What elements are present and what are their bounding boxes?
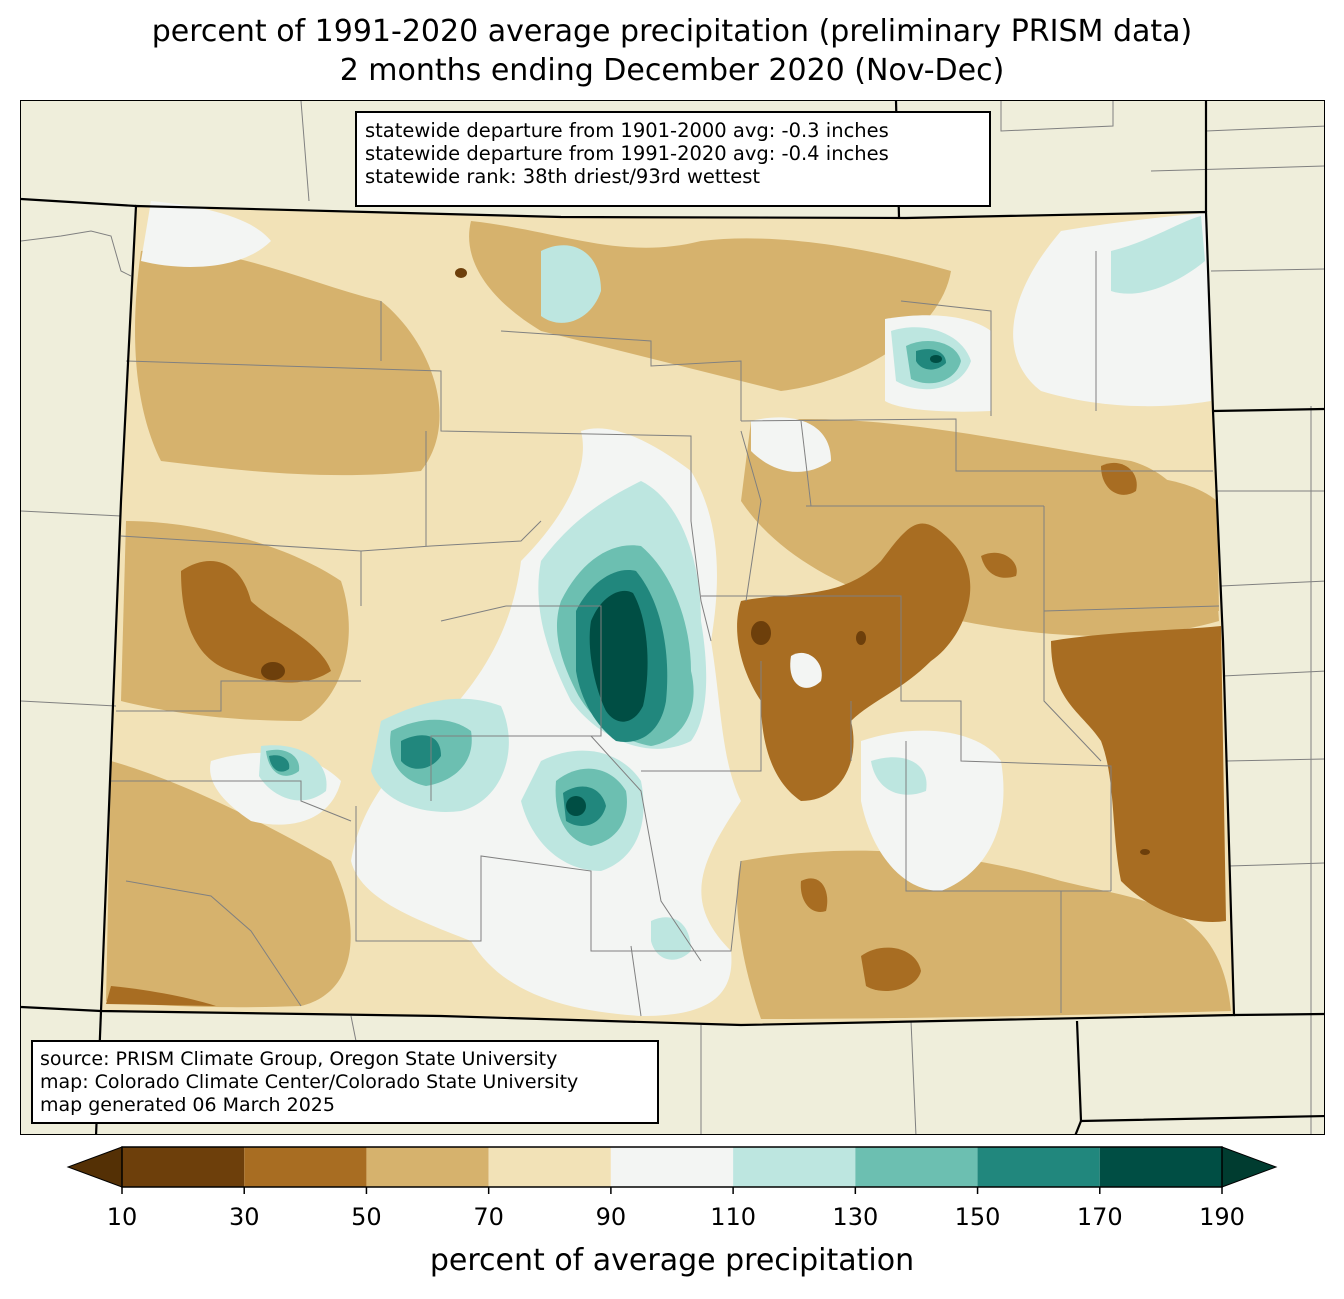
source-generated-date: map generated 06 March 2025 xyxy=(40,1094,335,1116)
colorbar-bin-30-50 xyxy=(244,1147,367,1187)
precip-10-30-regions xyxy=(261,268,1150,855)
colorbar-over-extend xyxy=(1221,1146,1278,1188)
source-prism: source: PRISM Climate Group, Oregon Stat… xyxy=(40,1048,558,1070)
colorbar xyxy=(66,1146,1278,1194)
colorbar-tick-label: 170 xyxy=(1076,1203,1123,1231)
colorbar-label: percent of average precipitation xyxy=(429,1243,915,1278)
colorbar-bin-50-70 xyxy=(366,1147,489,1187)
statewide-stats-box: statewide departure from 1901-2000 avg: … xyxy=(355,111,991,207)
precip-30-50-regions xyxy=(106,462,1226,1006)
stats-rank: statewide rank: 38th driest/93rd wettest xyxy=(365,165,761,188)
colorado-precipitation-map xyxy=(21,101,1324,1134)
colorbar-bin-150-170 xyxy=(977,1147,1100,1187)
colorbar-bin-90-110 xyxy=(610,1147,734,1187)
precip-50-70-regions xyxy=(106,221,1231,1019)
colorbar-tick-label: 110 xyxy=(710,1203,757,1231)
stats-departure-1991-2020: statewide departure from 1991-2020 avg: … xyxy=(365,142,889,165)
colorbar-tick-label: 10 xyxy=(106,1203,138,1231)
colorbar-tick-label: 130 xyxy=(832,1203,879,1231)
colorbar-bin-10-30 xyxy=(122,1147,245,1187)
colorbar-tick-label: 90 xyxy=(595,1203,627,1231)
stats-departure-1901-2000: statewide departure from 1901-2000 avg: … xyxy=(365,119,889,142)
colorbar-bin-170-190 xyxy=(1099,1147,1222,1187)
county-boundaries xyxy=(111,251,1220,1017)
map-title-line-2: 2 months ending December 2020 (Nov-Dec) xyxy=(339,53,1005,88)
source-map-credit: map: Colorado Climate Center/Colorado St… xyxy=(40,1071,579,1093)
colorbar-tick-label: 190 xyxy=(1199,1203,1245,1231)
colorado-border xyxy=(99,204,1236,1027)
colorbar-tick-label: 50 xyxy=(351,1203,382,1231)
colorbar-bin-130-150 xyxy=(855,1147,978,1187)
map-title-line-1: percent of 1991-2020 average precipitati… xyxy=(151,14,1193,49)
colorbar-bin-70-90 xyxy=(488,1147,611,1187)
colorbar-tick-label: 150 xyxy=(954,1203,1001,1231)
colorbar-tick-label: 30 xyxy=(228,1203,260,1231)
neighbor-county-lines xyxy=(21,101,1324,1134)
colorbar-bin-110-130 xyxy=(733,1147,856,1187)
colorbar-under-extend xyxy=(66,1146,123,1188)
precip-170-190-regions xyxy=(566,355,942,816)
colorbar-outline xyxy=(121,1146,1223,1188)
source-box: source: PRISM Climate Group, Oregon Stat… xyxy=(31,1040,659,1124)
map-frame xyxy=(20,100,1325,1135)
colorbar-tick-label: 70 xyxy=(473,1203,504,1231)
